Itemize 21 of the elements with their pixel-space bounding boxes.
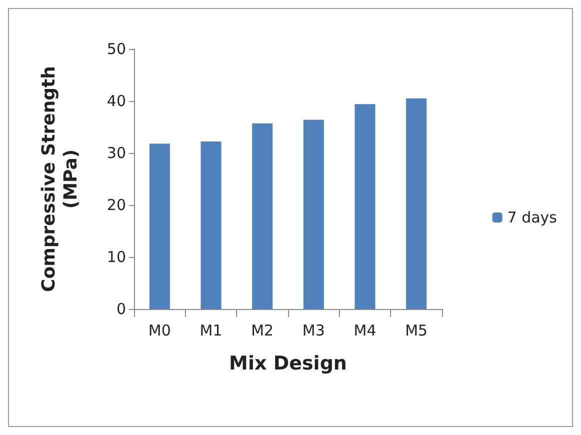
x-tick-label: M0 — [148, 322, 171, 340]
bar — [149, 144, 170, 309]
x-axis-title: Mix Design — [229, 352, 347, 374]
bar — [200, 142, 222, 309]
y-tick-label: 40 — [106, 92, 126, 110]
y-tick-label: 30 — [106, 144, 126, 162]
y-tick-label: 0 — [116, 300, 126, 318]
legend-label: 7 days — [507, 208, 558, 226]
x-tick-label: M4 — [354, 322, 376, 340]
bar — [406, 98, 427, 309]
bar — [354, 104, 376, 309]
y-axis-title: Compressive Strength (MPa) — [38, 66, 82, 292]
x-tick-label: M2 — [251, 322, 274, 340]
y-tick-label: 20 — [106, 196, 126, 214]
y-tick-label: 50 — [106, 40, 126, 58]
bar — [252, 123, 273, 309]
x-tick-label: M3 — [302, 322, 325, 340]
y-tick-label: 10 — [106, 248, 126, 266]
bar — [303, 120, 324, 309]
x-tick-label: M1 — [200, 322, 222, 340]
x-tick-label: M5 — [405, 322, 428, 340]
